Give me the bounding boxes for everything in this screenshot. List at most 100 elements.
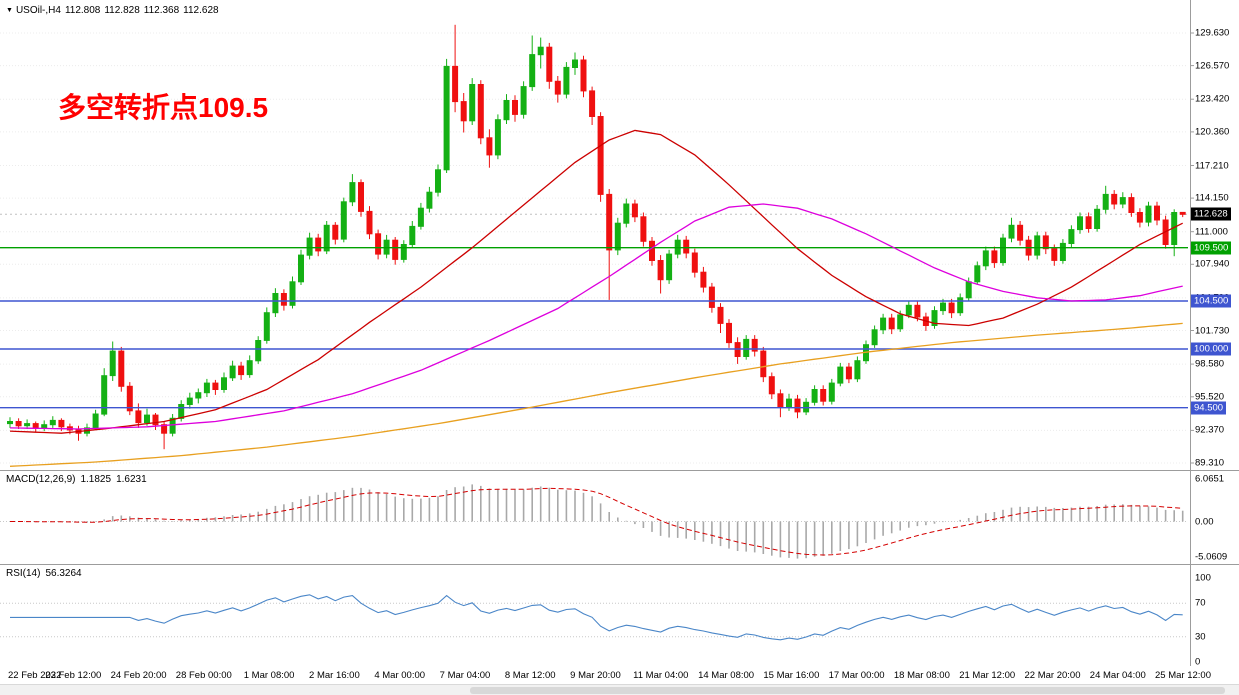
candle-body <box>991 250 998 264</box>
candle-body <box>118 350 125 387</box>
candle-body <box>503 100 510 121</box>
price-tick-label: 129.630 <box>1195 27 1230 39</box>
chart-annotation[interactable]: 多空转折点109.5 <box>58 92 269 123</box>
price-tick-label: 120.360 <box>1195 126 1230 138</box>
time-label: 25 Mar 12:00 <box>1155 670 1211 681</box>
candle-body <box>109 350 116 377</box>
candle-body <box>452 65 459 103</box>
ohlc-high: 112.828 <box>104 5 140 16</box>
candle-body <box>409 225 416 245</box>
ma-mid-magenta[interactable] <box>9 203 1183 430</box>
time-label: 14 Mar 08:00 <box>698 670 755 681</box>
candle-body <box>443 65 450 171</box>
candle-body <box>845 366 852 380</box>
time-label: 28 Feb 00:00 <box>175 670 232 681</box>
candle-body <box>1145 205 1152 223</box>
time-label: 1 Mar 08:00 <box>243 670 295 681</box>
candle-body <box>203 382 210 394</box>
candle-body <box>649 240 655 262</box>
candle-body <box>280 293 287 306</box>
candle-body <box>811 389 818 403</box>
candle-body <box>7 421 13 425</box>
time-label: 17 Mar 00:00 <box>828 670 885 681</box>
price-tick-label: 101.730 <box>1195 325 1230 336</box>
candle-body <box>289 281 296 306</box>
candle-body <box>1128 197 1135 214</box>
hline-price-tag-94.500[interactable]: 94.500 <box>1191 401 1227 415</box>
candle-body <box>820 389 827 402</box>
candle-body <box>178 404 185 419</box>
price-tick-label: 89.310 <box>1195 457 1225 469</box>
price-tick-label: 114.150 <box>1195 192 1229 204</box>
time-label: 23 Feb 12:00 <box>45 670 102 681</box>
ma-fast-red[interactable] <box>9 129 1183 434</box>
time-label: 15 Mar 16:00 <box>763 670 820 681</box>
candle-body <box>717 306 724 324</box>
candle-body <box>221 377 227 390</box>
price-tick-label: 92.370 <box>1195 424 1225 436</box>
candle-body <box>126 385 133 412</box>
macd-label: MACD(12,26,9) 1.1825 1.6231 <box>6 474 147 485</box>
candles <box>7 24 1186 450</box>
scrollbar-thumb[interactable] <box>470 687 1225 694</box>
time-label: 7 Mar 04:00 <box>439 670 491 681</box>
time-label: 18 Mar 08:00 <box>893 670 950 681</box>
candle-body <box>358 182 364 212</box>
candle-body <box>554 80 561 95</box>
candle-body <box>512 100 518 115</box>
candle-body <box>666 253 673 281</box>
price-scale[interactable]: 129.630 126.570 123.420 120.360 117.210 114.1… <box>1191 0 1239 684</box>
macd-signal-value: 1.6231 <box>116 474 147 485</box>
candle-body <box>1000 237 1006 264</box>
hline-price-tag-104.500[interactable]: 104.500 <box>1191 294 1232 308</box>
candle-body <box>708 286 715 308</box>
ma-slow-orange[interactable] <box>9 322 1183 467</box>
candle-body <box>375 233 382 255</box>
candle-body <box>931 310 938 327</box>
candle-body <box>41 424 48 429</box>
macd-main-value: 1.1825 <box>80 474 112 485</box>
time-scale[interactable]: 22 Feb 2022 23 Feb 12:00 24 Feb 20:00 28 Fe… <box>0 666 1239 684</box>
candle-body <box>1085 216 1092 230</box>
candle-body <box>1034 235 1041 256</box>
candle-body <box>1068 229 1075 245</box>
candle-body <box>1077 216 1083 231</box>
candle-body <box>546 46 553 82</box>
candle-body <box>366 210 373 235</box>
candle-body <box>340 201 347 240</box>
candle-body <box>837 366 844 384</box>
candle-body <box>700 271 707 288</box>
candle-body <box>1154 205 1160 221</box>
horizontal-scrollbar[interactable] <box>0 684 1239 695</box>
candle-body <box>1017 224 1024 241</box>
candle-body <box>349 182 356 203</box>
candle-body <box>152 414 159 426</box>
time-label: 4 Mar 00:00 <box>374 670 426 681</box>
hline-price-tag-100.000[interactable]: 100.000 <box>1191 342 1232 356</box>
candle-body <box>469 84 476 122</box>
rsi-line <box>10 594 1183 641</box>
expander-triangle-icon[interactable]: ▼ <box>6 7 13 14</box>
hline-price-tag-109.500[interactable]: 109.500 <box>1191 241 1232 255</box>
candle-body <box>965 281 972 299</box>
candle-body <box>263 312 270 341</box>
rsi-scale-label: 70 <box>1195 597 1206 609</box>
candle-body <box>794 398 801 413</box>
time-label: 24 Feb 20:00 <box>110 670 167 681</box>
candle-body <box>101 375 108 415</box>
candle-body <box>32 423 39 429</box>
symbol-period-label: USOil-,H4 <box>15 5 61 16</box>
time-label: 24 Mar 04:00 <box>1089 670 1146 681</box>
ohlc-low: 112.368 <box>143 5 180 16</box>
candle-body <box>392 239 399 260</box>
price-tick-label: 111.000 <box>1195 226 1228 238</box>
candle-body <box>298 254 304 283</box>
candle-body <box>229 365 236 379</box>
candle-body <box>246 360 253 376</box>
rsi-scale-label: 30 <box>1195 631 1206 643</box>
candle-body <box>974 265 981 283</box>
candle-body <box>1042 235 1049 250</box>
candle-body <box>1051 248 1058 261</box>
candle-body <box>854 360 861 380</box>
